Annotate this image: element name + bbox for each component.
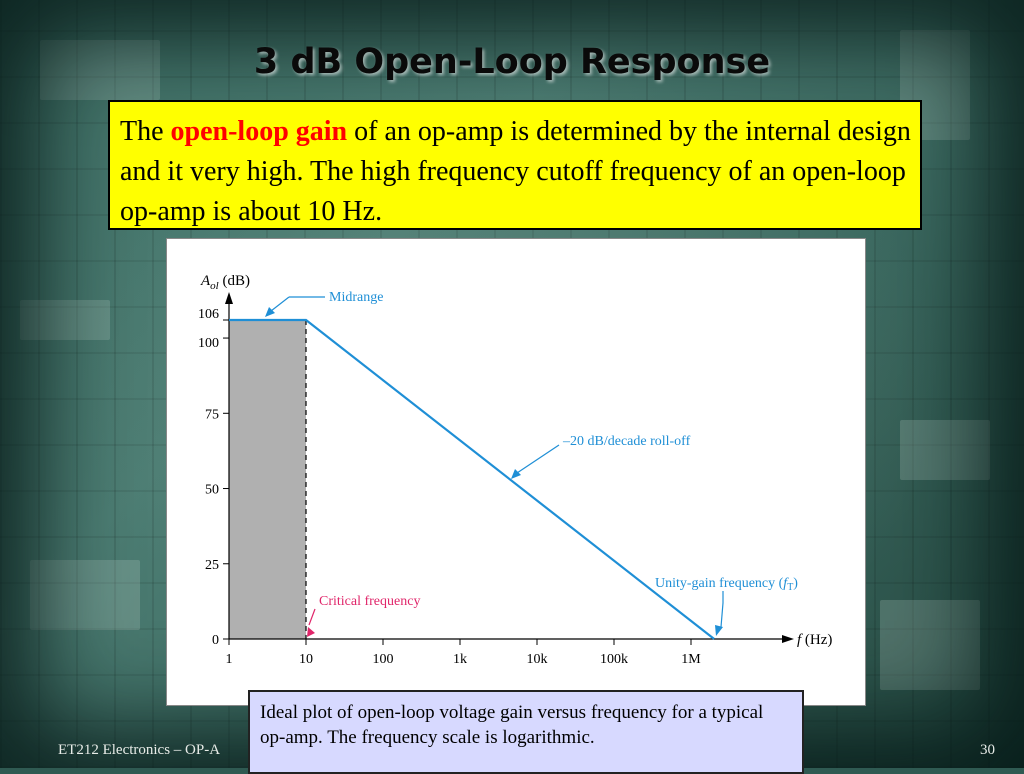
critical-arrowhead (307, 627, 315, 637)
annotation-critical-frequency: Critical frequency (319, 594, 420, 609)
unity-var: f (783, 576, 789, 591)
annotation-midrange: Midrange (329, 290, 383, 305)
x-tick-label: 100k (600, 652, 628, 667)
open-loop-response-line (229, 318, 715, 640)
y-tick-label: 50 (205, 483, 219, 498)
annotation-rolloff: –20 dB/decade roll-off (562, 434, 691, 449)
x-tick-label: 100 (373, 652, 394, 667)
x-tick-label: 1 (226, 652, 233, 667)
unity-suffix: ) (793, 576, 798, 591)
y-tick-label: 100 (198, 336, 219, 351)
y-tick-label: 75 (205, 407, 219, 422)
rolloff-arrowhead (511, 469, 521, 479)
x-label-unit: (Hz) (801, 632, 832, 648)
intro-text-box: The open-loop gain of an op-amp is deter… (108, 100, 922, 230)
gain-frequency-chart: 0 25 50 75 100 106 1 10 100 1k 10k 100k 1M Midrange –… (198, 273, 832, 667)
unity-arrowhead (715, 625, 723, 636)
footer-course: ET212 Electronics – OP-A (58, 742, 221, 758)
x-tick-label: 10k (527, 652, 548, 667)
y-tick-label: 106 (198, 307, 219, 322)
unity-leader-line (720, 602, 724, 628)
y-label-sub: ol (210, 280, 219, 292)
midrange-arrowhead (265, 307, 275, 317)
y-axis-label: Aol (dB) (200, 273, 250, 292)
y-label-unit: (dB) (219, 273, 250, 289)
x-axis-arrow (782, 635, 794, 643)
y-label-main: A (200, 273, 211, 289)
slide-title: 3 dB Open-Loop Response (253, 42, 771, 82)
y-axis-arrow (225, 292, 233, 304)
annotation-unity-gain: Unity-gain frequency (fT) (655, 576, 798, 593)
intro-text-before: The (120, 116, 171, 147)
x-axis-label: f (Hz) (797, 632, 832, 648)
rolloff-leader-line (516, 444, 560, 474)
midrange-leader-diag (270, 296, 290, 312)
unity-sub: T (787, 582, 793, 593)
x-tick-label: 1k (453, 652, 467, 667)
y-tick-label: 0 (212, 633, 219, 648)
intro-highlight: open-loop gain (170, 116, 348, 147)
intro-text-after: of an op-amp is determined by the intern… (120, 116, 911, 227)
slide-number: 30 (980, 742, 995, 758)
x-tick-label: 10 (299, 652, 313, 667)
unity-prefix: Unity-gain frequency ( (655, 576, 784, 591)
chart-panel: 0 25 50 75 100 106 1 10 100 1k 10k 100k 1M Midrange –… (166, 238, 866, 706)
y-tick-label: 25 (205, 558, 219, 573)
midrange-shaded-region (229, 320, 306, 639)
x-label-var: f (797, 632, 803, 648)
figure-caption: Ideal plot of open-loop voltage gain ver… (248, 690, 804, 774)
critical-leader-line (308, 608, 316, 626)
x-tick-label: 1M (681, 652, 701, 667)
